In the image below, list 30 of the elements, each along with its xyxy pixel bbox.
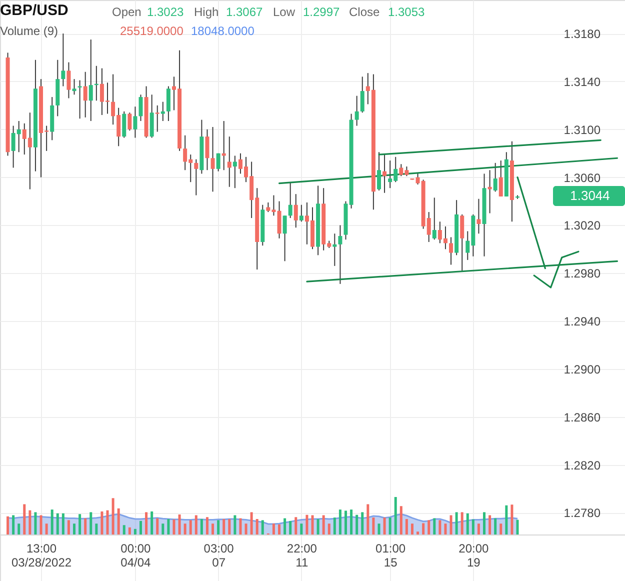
y-tick-label: 1.3060 [564, 170, 601, 185]
annotation: Volume (9) [0, 24, 58, 38]
x-tick-label: 22:00 11 [286, 542, 318, 570]
y-tick-label: 1.2940 [564, 314, 601, 329]
y-tick-label: 1.2780 [564, 506, 601, 520]
annotation: 1.3044 [570, 188, 610, 203]
x-tick-label: 00:00 04/04 [120, 542, 152, 570]
y-tick-label: 1.3020 [564, 218, 601, 233]
y-tick-label: 1.2820 [564, 458, 601, 472]
y-tick-label: 1.3100 [564, 122, 601, 137]
annotation: 18048.0000 [191, 24, 255, 38]
annotation: Low [273, 5, 296, 19]
annotation: 1.3067 [226, 5, 264, 19]
y-tick-label: 1.3180 [564, 27, 601, 42]
y-tick-label: 1.2860 [564, 410, 601, 424]
x-tick-label: 20:00 19 [458, 542, 490, 570]
y-tick-label: 1.3140 [564, 74, 601, 89]
annotation: Open [112, 5, 142, 19]
annotation: 25519.0000 [120, 24, 184, 38]
annotation: 1.3023 [147, 5, 184, 19]
y-tick-label: 1.2980 [564, 266, 601, 281]
x-tick-label: 13:00 03/28/2022 [11, 542, 72, 570]
chart-title: GBP/USD [0, 2, 69, 19]
annotation: Close [349, 5, 380, 19]
y-tick-label: 1.2900 [564, 362, 601, 376]
x-tick-label: 03:00 07 [204, 542, 234, 570]
annotation: 1.3053 [388, 5, 426, 19]
annotation: 1.2997 [303, 5, 340, 19]
annotation: High [194, 5, 219, 19]
x-tick-label: 01:00 15 [376, 542, 406, 570]
